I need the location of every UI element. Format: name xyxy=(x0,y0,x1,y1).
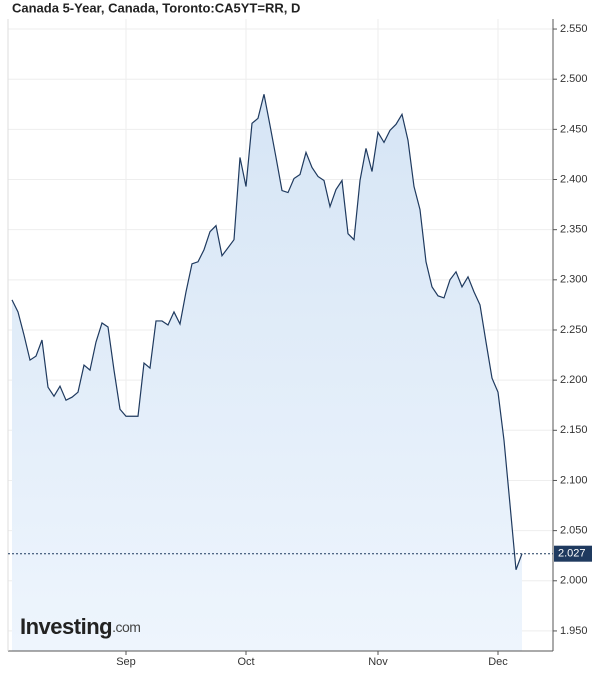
y-tick-label: 2.000 xyxy=(560,575,588,587)
y-tick-label: 2.050 xyxy=(560,525,588,537)
line xyxy=(11,94,523,570)
y-tick-label: 2.150 xyxy=(560,424,588,436)
last-value-label: 2.027 xyxy=(558,548,586,560)
x-tick-label: Sep xyxy=(116,656,136,668)
x-tick-label: Nov xyxy=(368,656,388,668)
y-tick-label: 2.400 xyxy=(560,173,588,185)
y-tick-label: 2.200 xyxy=(560,374,588,386)
brand-name: Investing xyxy=(20,614,112,639)
x-tick-label: Oct xyxy=(237,656,254,668)
area xyxy=(12,94,522,651)
y-tick-label: 2.350 xyxy=(560,224,588,236)
y-tick-label: 2.550 xyxy=(560,23,588,35)
y-tick-label: 2.450 xyxy=(560,123,588,135)
y-tick-label: 2.300 xyxy=(560,274,588,286)
brand-suffix: .com xyxy=(112,619,140,635)
y-tick-label: 1.950 xyxy=(560,625,588,637)
y-tick-label: 2.500 xyxy=(560,73,588,85)
y-tick-label: 2.100 xyxy=(560,474,588,486)
chart-title: Canada 5-Year, Canada, Toronto:CA5YT=RR,… xyxy=(12,0,300,15)
brand: Investing.com xyxy=(20,614,140,639)
last-value-box xyxy=(554,545,592,562)
y-tick-label: 2.250 xyxy=(560,324,588,336)
x-tick-label: Dec xyxy=(488,656,508,668)
